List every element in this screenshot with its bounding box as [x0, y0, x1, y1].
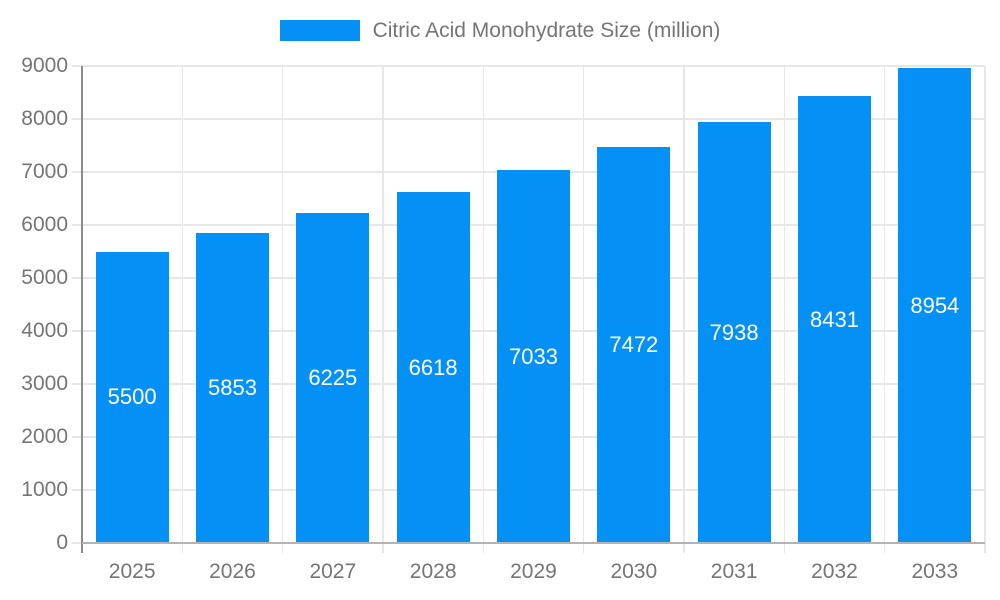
x-axis-tick-label: 2029 [510, 560, 557, 583]
y-axis-tick-label: 1000 [21, 478, 68, 501]
bar-value-label: 7938 [709, 319, 759, 345]
gridline-vertical [382, 66, 384, 543]
bar-value-label: 8954 [910, 292, 960, 318]
y-axis-tick [72, 436, 82, 438]
x-axis-baseline [82, 542, 985, 544]
bar-value-label: 7033 [509, 343, 558, 369]
bar-value-label: 6225 [308, 365, 358, 391]
x-axis-tick [783, 543, 786, 553]
bar-value-label: 7472 [609, 331, 659, 357]
y-axis-tick [72, 118, 82, 120]
legend-series-label: Citric Acid Monohydrate Size (million) [372, 19, 721, 42]
x-axis-tick [482, 543, 485, 553]
bar-2029[interactable]: 7033 [496, 170, 571, 543]
x-axis-tick [984, 543, 986, 553]
x-axis-tick-label: 2028 [409, 560, 457, 583]
bar-2026[interactable]: 5853 [195, 232, 270, 543]
gridline-vertical [683, 66, 685, 543]
y-axis-tick-label: 2000 [21, 425, 68, 448]
gridline-vertical [984, 66, 986, 543]
y-axis-tick-label: 5000 [21, 266, 68, 289]
bar-2031[interactable]: 7938 [697, 122, 771, 543]
gridline-horizontal [82, 65, 985, 67]
gridline-vertical [181, 66, 184, 543]
x-axis-tick-label: 2031 [710, 560, 758, 583]
y-axis-tick-label: 7000 [21, 160, 68, 183]
x-axis-tick [181, 543, 184, 553]
x-axis-tick-label: 2026 [209, 560, 256, 583]
bar-2025[interactable]: 5500 [95, 251, 169, 543]
bar-value-label: 8431 [810, 306, 859, 332]
y-axis-tick [72, 383, 82, 385]
y-axis-tick [72, 542, 82, 544]
legend[interactable]: Citric Acid Monohydrate Size (million) [0, 20, 1000, 41]
gridline-vertical [783, 66, 786, 543]
y-axis-tick-label: 9000 [21, 54, 68, 77]
x-axis-tick-label: 2033 [911, 560, 959, 583]
y-axis-tick-label: 8000 [21, 107, 68, 130]
y-axis-tick [72, 171, 82, 173]
y-axis-tick-label: 3000 [21, 372, 68, 395]
y-axis-tick-label: 4000 [21, 319, 68, 342]
x-axis-tick [281, 543, 284, 553]
y-axis-tick [72, 330, 82, 332]
x-axis-tick-label: 2032 [811, 560, 858, 583]
bar-2033[interactable]: 8954 [898, 68, 972, 543]
x-axis-tick-label: 2025 [108, 560, 156, 583]
y-axis-tick [72, 277, 82, 279]
y-axis-tick [72, 65, 82, 67]
y-axis-tick [72, 224, 82, 226]
plot-area: 0 1000 2000 3000 4000 5000 6000 7000 8000 9000 550… [21, 54, 986, 583]
bar-value-label: 5853 [208, 374, 257, 400]
bar-2032[interactable]: 8431 [797, 96, 872, 543]
gridline-vertical [281, 66, 284, 543]
bar-2028[interactable]: 6618 [396, 192, 470, 543]
bar-2027[interactable]: 6225 [296, 213, 370, 543]
y-axis-tick-label: 0 [56, 531, 68, 554]
gridline-vertical [883, 66, 886, 543]
x-axis-tick [683, 543, 685, 553]
bar-2030[interactable]: 7472 [597, 146, 671, 543]
x-axis-tick [883, 543, 886, 553]
gridline-vertical [482, 66, 485, 543]
gridline-horizontal [82, 118, 985, 120]
x-axis-tick-label: 2027 [309, 560, 357, 583]
bar-value-label: 5500 [107, 384, 157, 410]
x-axis-tick [582, 543, 585, 553]
legend-swatch-icon [279, 20, 360, 41]
y-axis-line [81, 66, 83, 553]
bar-value-label: 6618 [408, 354, 458, 380]
y-axis-tick-label: 6000 [21, 213, 68, 236]
x-axis-tick-label: 2030 [610, 560, 658, 583]
x-axis-tick [382, 543, 384, 553]
y-axis-tick [72, 489, 82, 491]
gridline-vertical [582, 66, 585, 543]
